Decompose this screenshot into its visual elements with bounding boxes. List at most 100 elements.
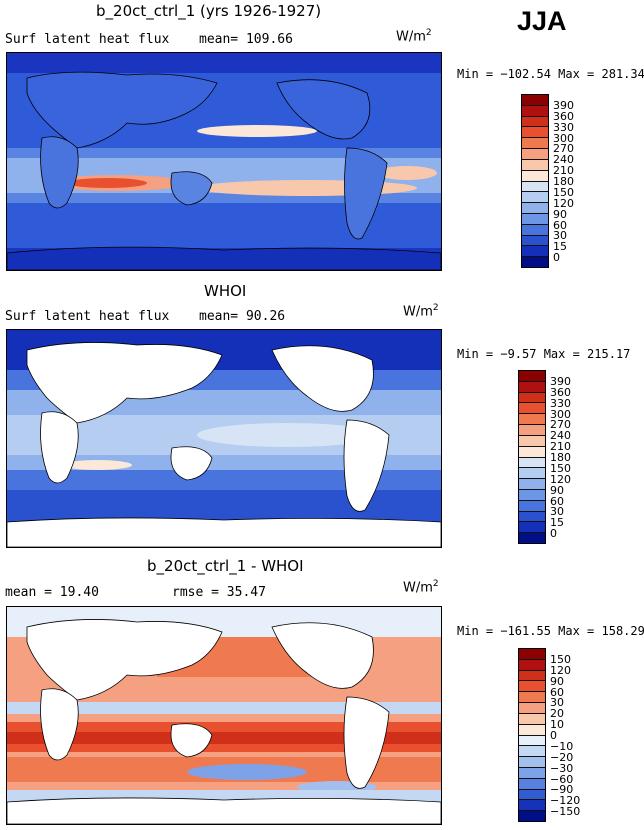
panel-1-map-graphic <box>7 53 441 270</box>
colorbar-tick-label: 0 <box>550 729 557 742</box>
colorbar-tick-label: −90 <box>550 783 574 797</box>
panel-3-mean: mean = 19.40 <box>5 585 99 600</box>
colorbar-swatch <box>519 446 545 458</box>
colorbar-swatch <box>522 159 548 171</box>
colorbar-swatch <box>519 767 545 779</box>
panel-2-mean-value: 90.26 <box>245 309 286 324</box>
colorbar-tick-label: −30 <box>550 761 574 775</box>
panel-1-units: W/m2 <box>396 28 432 45</box>
panel-1-mean-value: 109.66 <box>245 32 293 47</box>
colorbar-swatch <box>519 713 545 725</box>
panel-2-mean: mean= 90.26 <box>199 309 285 324</box>
colorbar-swatch <box>519 435 545 447</box>
season-label: JJA <box>517 6 567 36</box>
panel-3-rmse: rmse = 35.47 <box>172 585 266 600</box>
colorbar-swatch <box>519 789 545 801</box>
colorbar-swatch <box>519 670 545 682</box>
colorbar-swatch <box>519 757 545 768</box>
colorbar-swatch <box>522 235 548 247</box>
panel-3-rmse-label: rmse = <box>172 585 219 600</box>
colorbar-tick-label: 300 <box>553 131 574 145</box>
colorbar-tick-label: 210 <box>553 164 574 178</box>
colorbar-swatch <box>519 811 545 821</box>
colorbar-swatch <box>519 735 545 747</box>
colorbar-swatch <box>519 403 545 415</box>
panel-2-min-max: Min = −9.57 Max = 215.17 <box>457 347 631 361</box>
colorbar-swatch <box>519 392 545 404</box>
colorbar-swatch <box>522 203 548 214</box>
colorbar-swatch <box>519 778 545 790</box>
colorbar-tick-label: 90 <box>553 207 567 221</box>
panel-1-map <box>6 52 442 271</box>
colorbar-swatch <box>519 649 545 660</box>
panel-1-mean: mean= 109.66 <box>199 32 293 47</box>
panel-3-units: W/m2 <box>403 579 439 596</box>
panel-2-mean-label: mean= <box>199 309 239 324</box>
colorbar-tick-label: −150 <box>550 805 581 819</box>
colorbar-tick-label: 0 <box>550 527 557 541</box>
colorbar-tick-label: −120 <box>550 794 581 808</box>
panel-2-map <box>6 329 442 548</box>
colorbar-swatch <box>522 192 548 204</box>
colorbar-tick-label: 330 <box>550 396 571 410</box>
panel-2-colorbar <box>518 370 546 544</box>
panel-2-variable-label: Surf latent heat flux <box>5 309 170 324</box>
colorbar-tick-label: 10 <box>550 718 564 732</box>
colorbar-tick-label: 240 <box>553 153 574 167</box>
colorbar-swatch <box>522 138 548 150</box>
colorbar-tick-label: 150 <box>553 185 574 199</box>
colorbar-tick-label: 30 <box>550 696 564 710</box>
colorbar-tick-label: 150 <box>550 652 571 666</box>
colorbar-tick-label: 15 <box>550 516 564 530</box>
colorbar-tick-label: 360 <box>550 385 571 399</box>
colorbar-swatch <box>522 105 548 117</box>
colorbar-swatch <box>519 522 545 534</box>
panel-3-min-max: Min = −161.55 Max = 158.29 <box>457 624 644 638</box>
colorbar-tick-label: 90 <box>550 674 564 688</box>
colorbar-tick-label: −10 <box>550 739 574 753</box>
panel-2-units: W/m2 <box>403 303 439 320</box>
panel-2-map-graphic <box>7 330 441 547</box>
colorbar-swatch <box>519 724 545 736</box>
colorbar-swatch <box>522 127 548 139</box>
colorbar-tick-label: 60 <box>553 218 567 232</box>
colorbar-swatch <box>522 213 548 225</box>
colorbar-tick-label: 120 <box>550 472 571 486</box>
panel-3-rmse-value: 35.47 <box>226 585 266 600</box>
colorbar-swatch <box>519 425 545 436</box>
panel-1-min-max: Min = −102.54 Max = 281.34 <box>457 67 644 81</box>
colorbar-tick-label: 240 <box>550 429 571 443</box>
colorbar-tick-label: 60 <box>550 685 564 699</box>
colorbar-swatch <box>522 95 548 106</box>
colorbar-tick-label: 30 <box>553 229 567 243</box>
colorbar-swatch <box>522 246 548 258</box>
colorbar-tick-label: 120 <box>550 663 571 677</box>
colorbar-tick-label: 0 <box>553 251 560 265</box>
panel-3-map-graphic <box>7 607 441 824</box>
panel-1-mean-label: mean= <box>199 32 239 47</box>
panel-2-title: WHOI <box>204 282 247 300</box>
colorbar-swatch <box>519 489 545 501</box>
colorbar-swatch <box>522 149 548 160</box>
colorbar-tick-label: 120 <box>553 196 574 210</box>
colorbar-swatch <box>519 457 545 469</box>
colorbar-tick-label: 360 <box>553 109 574 123</box>
colorbar-swatch <box>519 511 545 523</box>
colorbar-swatch <box>519 800 545 812</box>
panel-3-map <box>6 606 442 825</box>
panel-3-title: b_20ct_ctrl_1 - WHOI <box>147 557 304 575</box>
colorbar-swatch <box>519 381 545 393</box>
colorbar-tick-label: −20 <box>550 750 574 764</box>
colorbar-tick-label: 180 <box>553 175 574 188</box>
panel-1-title: b_20ct_ctrl_1 (yrs 1926-1927) <box>96 2 322 20</box>
colorbar-swatch <box>522 257 548 267</box>
colorbar-swatch <box>519 500 545 512</box>
colorbar-swatch <box>519 468 545 480</box>
colorbar-tick-label: 180 <box>550 451 571 464</box>
panel-1-variable-label: Surf latent heat flux <box>5 32 170 47</box>
colorbar-tick-label: 390 <box>550 374 571 388</box>
colorbar-swatch <box>522 181 548 193</box>
colorbar-swatch <box>519 371 545 382</box>
colorbar-tick-label: 150 <box>550 461 571 475</box>
colorbar-tick-label: 270 <box>553 142 574 156</box>
